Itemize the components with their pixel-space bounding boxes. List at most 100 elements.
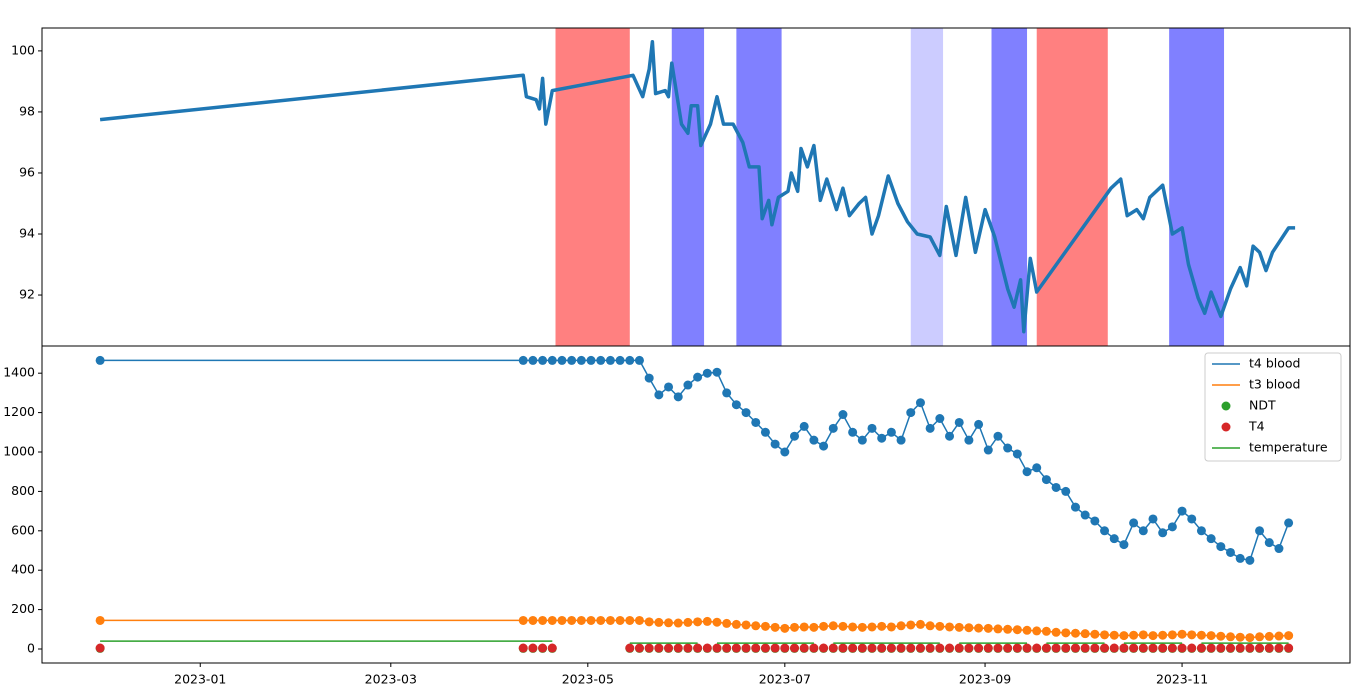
legend-label: T4 [1248,419,1265,434]
data-point [1051,627,1061,637]
data-point [1070,628,1080,638]
data-point [1167,630,1177,640]
data-point [974,623,984,633]
y-tick-label: 400 [11,562,35,577]
data-point [1196,643,1206,653]
data-point [983,643,993,653]
data-point [683,643,693,653]
data-point [1235,632,1245,642]
data-point [848,643,858,653]
data-point [615,355,625,365]
data-point [693,643,703,653]
data-point [1264,643,1274,653]
shaded-span [910,28,944,346]
data-point [935,414,945,424]
data-point [1032,626,1042,636]
data-point [741,643,751,653]
x-tick-label: 2023-09 [959,672,1011,687]
data-point [1119,631,1129,641]
data-point [945,622,955,632]
data-point [634,355,644,365]
data-point [1284,631,1294,641]
data-point [625,643,635,653]
data-point [1070,502,1080,512]
legend-label: t3 blood [1249,377,1300,392]
data-point [1090,516,1100,526]
data-point [518,615,528,625]
data-point [1109,630,1119,640]
data-point [1177,629,1187,639]
data-point [751,417,761,427]
data-point [1129,518,1139,528]
data-point [722,388,732,398]
shaded-span [555,28,630,346]
data-point [1196,630,1206,640]
data-point [1138,630,1148,640]
data-point [799,622,809,632]
data-point [1216,643,1226,653]
data-point [1148,631,1158,641]
data-point [567,355,577,365]
data-point [664,382,674,392]
data-point [702,368,712,378]
data-point [819,643,829,653]
y-tick-label: 94 [19,225,35,240]
data-point [528,615,538,625]
data-point [1012,449,1022,459]
data-point [896,621,906,631]
data-point [1255,643,1265,653]
data-point [809,643,819,653]
data-point [1080,629,1090,639]
data-point [1061,486,1071,496]
data-point [954,622,964,632]
data-point [1255,526,1265,536]
data-point [1129,643,1139,653]
data-point [731,400,741,410]
data-point [1245,633,1255,643]
legend-box [1204,352,1342,462]
data-point [702,616,712,626]
data-point [1119,643,1129,653]
x-tick-label: 2023-01 [174,672,226,687]
data-point [1264,631,1274,641]
data-point [1080,510,1090,520]
data-point [1235,643,1245,653]
data-point [95,615,105,625]
data-point [857,643,867,653]
data-point [1158,528,1168,538]
data-point [974,419,984,429]
data-point [683,617,693,627]
data-point [1032,463,1042,473]
data-point [1206,643,1216,653]
data-point [644,373,654,383]
data-point [693,617,703,627]
data-point [925,423,935,433]
data-point [1041,626,1051,636]
data-point [751,621,761,631]
data-point [935,643,945,653]
data-point [1148,514,1158,524]
legend-label: NDT [1249,398,1276,413]
data-point [848,427,858,437]
data-point [693,372,703,382]
data-point [993,643,1003,653]
data-point [867,423,877,433]
data-point [1119,540,1129,550]
data-point [770,622,780,632]
data-point [780,623,790,633]
data-point [915,398,925,408]
data-point [722,618,732,628]
data-point [954,417,964,427]
data-point [760,427,770,437]
data-point [1061,628,1071,638]
data-point [867,643,877,653]
data-point [974,643,984,653]
data-point [1022,467,1032,477]
data-point [1206,534,1216,544]
data-point [557,355,567,365]
data-point [906,620,916,630]
data-point [644,617,654,627]
data-point [848,622,858,632]
data-point [1148,643,1158,653]
